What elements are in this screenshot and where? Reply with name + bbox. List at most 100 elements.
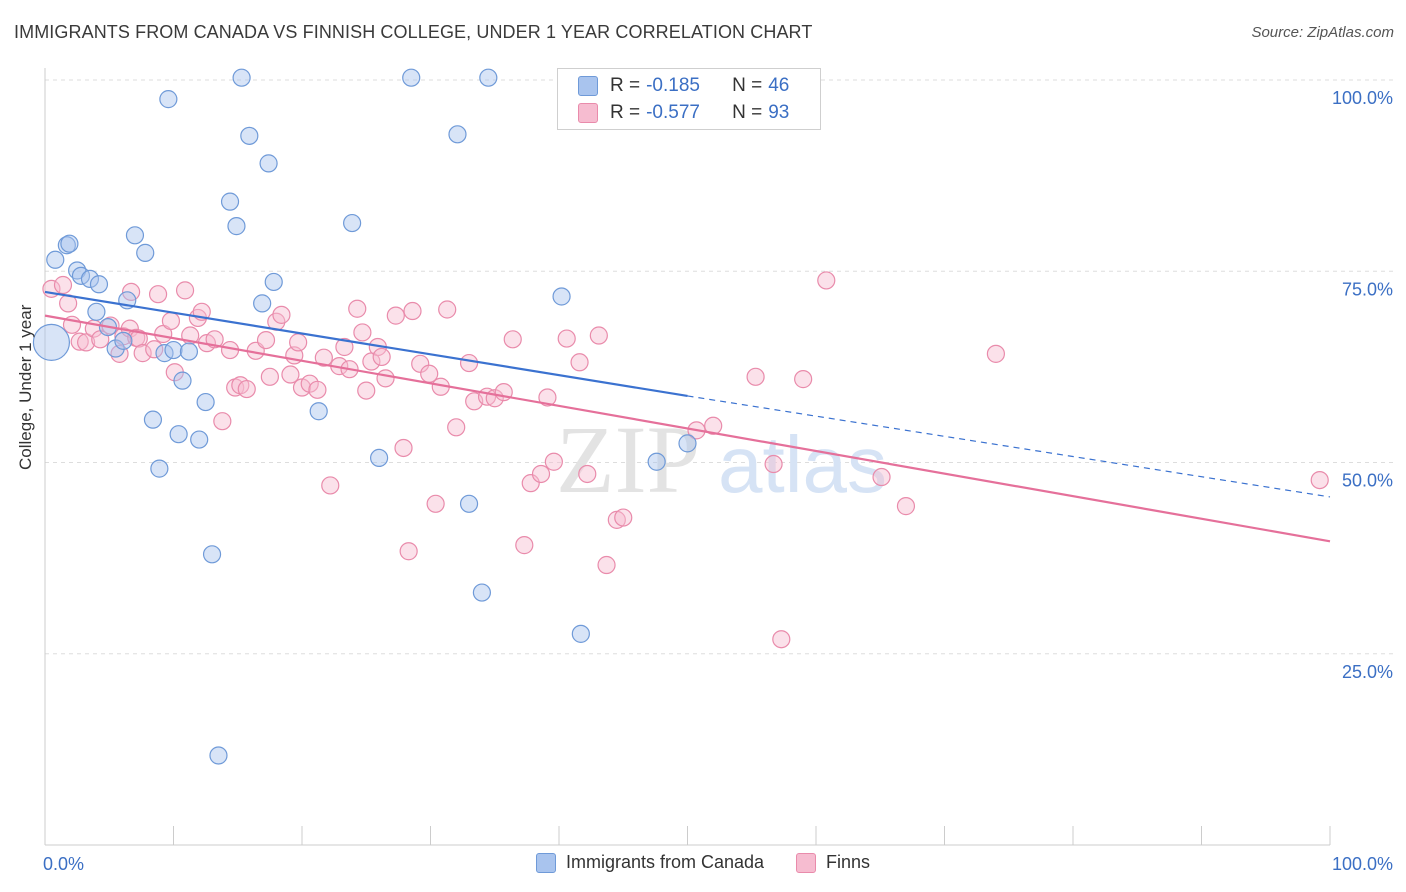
trend-line-extension bbox=[687, 395, 1331, 498]
data-point bbox=[314, 348, 333, 367]
data-point bbox=[376, 369, 395, 388]
data-point bbox=[196, 392, 215, 412]
data-point bbox=[386, 306, 405, 325]
data-point bbox=[133, 344, 152, 363]
stats-r-label: R = bbox=[610, 75, 641, 96]
legend-item-finns[interactable]: Finns bbox=[796, 852, 870, 873]
data-point bbox=[402, 68, 421, 87]
data-point bbox=[253, 294, 272, 313]
data-point bbox=[89, 275, 109, 294]
data-point bbox=[114, 331, 133, 350]
data-point bbox=[129, 329, 148, 348]
chart-title: IMMIGRANTS FROM CANADA VS FINNISH COLLEG… bbox=[14, 22, 813, 42]
stats-r-label: R = bbox=[610, 102, 641, 123]
data-point bbox=[148, 285, 168, 304]
data-point bbox=[227, 217, 246, 236]
data-point bbox=[589, 326, 608, 345]
data-point bbox=[459, 494, 479, 513]
data-point bbox=[772, 630, 791, 649]
data-point bbox=[308, 380, 327, 399]
data-point bbox=[426, 494, 445, 513]
data-point bbox=[570, 353, 589, 372]
data-point bbox=[557, 329, 576, 348]
data-point bbox=[150, 459, 169, 478]
data-point bbox=[240, 126, 259, 145]
legend-label-finns: Finns bbox=[826, 852, 871, 872]
data-point bbox=[237, 379, 256, 399]
data-point bbox=[309, 402, 328, 421]
stats-legend: R = -0.185 N = 46 R = -0.577 N = 93 bbox=[557, 68, 821, 130]
stats-row-canada: R = -0.185 N = 46 bbox=[578, 75, 789, 97]
stats-r-value: -0.185 bbox=[646, 75, 700, 96]
x-tick-label: 0.0% bbox=[43, 854, 84, 874]
data-point bbox=[647, 452, 666, 471]
data-point bbox=[202, 545, 222, 564]
data-point bbox=[538, 388, 557, 407]
data-point bbox=[260, 367, 279, 386]
watermark-zip: ZIP bbox=[556, 406, 700, 513]
stats-row-finns: R = -0.577 N = 93 bbox=[578, 102, 789, 124]
data-point bbox=[259, 154, 278, 173]
data-point bbox=[125, 226, 145, 245]
data-point bbox=[348, 299, 367, 318]
data-point bbox=[164, 340, 183, 360]
data-point bbox=[746, 367, 765, 386]
data-point bbox=[80, 269, 100, 288]
data-point bbox=[370, 448, 389, 468]
data-point bbox=[46, 250, 65, 269]
source-label: Source: ZipAtlas.com bbox=[1251, 24, 1394, 41]
data-point bbox=[53, 275, 73, 295]
finns-points bbox=[42, 271, 1329, 649]
data-point bbox=[764, 454, 783, 474]
data-point bbox=[32, 323, 71, 361]
data-point bbox=[272, 305, 291, 324]
data-point bbox=[552, 287, 571, 306]
data-point bbox=[459, 353, 479, 373]
data-point bbox=[169, 425, 188, 444]
data-point bbox=[220, 192, 240, 211]
data-point bbox=[571, 624, 590, 643]
data-point bbox=[161, 311, 181, 331]
data-point bbox=[403, 301, 422, 321]
data-point bbox=[448, 125, 467, 144]
trend-line bbox=[44, 314, 1331, 543]
data-point bbox=[515, 536, 534, 555]
stats-n-value: 93 bbox=[768, 102, 790, 123]
data-point bbox=[321, 476, 340, 495]
legend-label-canada: Immigrants from Canada bbox=[565, 852, 765, 872]
y-axis-label: College, Under 1 year bbox=[16, 304, 35, 470]
stats-n-label: N = bbox=[732, 102, 763, 123]
data-point bbox=[817, 271, 836, 290]
legend-item-canada[interactable]: Immigrants from Canada bbox=[535, 852, 765, 873]
data-point bbox=[173, 371, 192, 390]
y-tick-label: 25.0% bbox=[1342, 662, 1393, 682]
data-point bbox=[256, 331, 276, 350]
data-point bbox=[399, 542, 418, 561]
data-point bbox=[503, 330, 522, 349]
data-point bbox=[704, 416, 723, 435]
data-point bbox=[1310, 470, 1329, 490]
stats-n-label: N = bbox=[732, 75, 763, 96]
axes bbox=[44, 68, 1331, 846]
data-point bbox=[190, 430, 209, 449]
y-tick-label: 50.0% bbox=[1342, 471, 1393, 491]
data-point bbox=[281, 365, 300, 384]
data-point bbox=[479, 68, 498, 87]
data-point bbox=[143, 410, 163, 429]
data-point bbox=[896, 497, 916, 516]
stats-n-value: 46 bbox=[768, 75, 790, 96]
bottom-legend: Immigrants from Canada Finns bbox=[0, 852, 1406, 873]
data-point bbox=[70, 332, 89, 351]
trend-lines bbox=[44, 290, 1331, 543]
data-point bbox=[394, 438, 413, 458]
grid-lines bbox=[45, 79, 1393, 655]
data-point bbox=[145, 340, 164, 359]
data-point bbox=[986, 344, 1006, 363]
data-point bbox=[264, 272, 283, 292]
data-point bbox=[447, 418, 466, 437]
data-point bbox=[289, 333, 308, 352]
data-point bbox=[372, 347, 391, 367]
data-point bbox=[353, 323, 372, 342]
data-point bbox=[343, 213, 362, 233]
